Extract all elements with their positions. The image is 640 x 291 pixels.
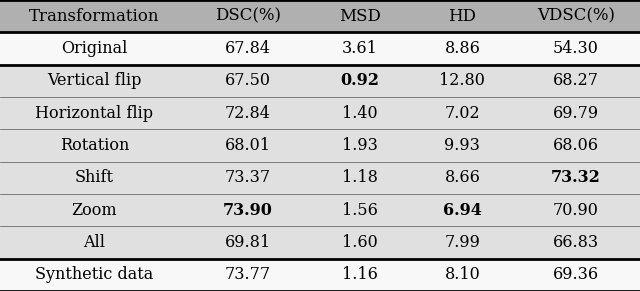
Text: 73.77: 73.77	[225, 266, 271, 283]
Text: Zoom: Zoom	[72, 202, 117, 219]
Text: Original: Original	[61, 40, 127, 57]
Bar	[0, 32, 640, 65]
Text: 1.40: 1.40	[342, 105, 378, 122]
Text: 72.84: 72.84	[225, 105, 271, 122]
Text: 54.30: 54.30	[553, 40, 599, 57]
Text: 67.84: 67.84	[225, 40, 271, 57]
Text: 73.32: 73.32	[551, 169, 601, 186]
Text: 6.94: 6.94	[443, 202, 482, 219]
Text: 0.92: 0.92	[340, 72, 380, 89]
Text: 1.56: 1.56	[342, 202, 378, 219]
Bar	[0, 129, 640, 162]
Text: 69.81: 69.81	[225, 234, 271, 251]
Text: Transformation: Transformation	[29, 8, 159, 25]
Bar	[0, 259, 640, 291]
Text: HD: HD	[449, 8, 476, 25]
Text: Shift: Shift	[75, 169, 114, 186]
Text: 1.60: 1.60	[342, 234, 378, 251]
Text: 68.27: 68.27	[553, 72, 599, 89]
Text: 8.86: 8.86	[444, 40, 481, 57]
Text: Synthetic data: Synthetic data	[35, 266, 154, 283]
Text: 8.10: 8.10	[445, 266, 480, 283]
Text: VDSC(%): VDSC(%)	[537, 8, 615, 25]
Text: 73.37: 73.37	[225, 169, 271, 186]
Text: All: All	[83, 234, 106, 251]
Text: 3.61: 3.61	[342, 40, 378, 57]
Text: 1.16: 1.16	[342, 266, 378, 283]
Text: 68.06: 68.06	[553, 137, 599, 154]
Text: 73.90: 73.90	[223, 202, 273, 219]
Text: 69.79: 69.79	[553, 105, 599, 122]
Bar	[0, 162, 640, 194]
Bar	[0, 0, 640, 32]
Text: MSD: MSD	[339, 8, 381, 25]
Bar	[0, 194, 640, 226]
Text: 9.93: 9.93	[444, 137, 481, 154]
Text: 1.93: 1.93	[342, 137, 378, 154]
Text: 70.90: 70.90	[553, 202, 599, 219]
Text: 7.02: 7.02	[445, 105, 480, 122]
Text: Rotation: Rotation	[60, 137, 129, 154]
Bar	[0, 226, 640, 259]
Text: 7.99: 7.99	[444, 234, 481, 251]
Text: 1.18: 1.18	[342, 169, 378, 186]
Text: 67.50: 67.50	[225, 72, 271, 89]
Text: Vertical flip: Vertical flip	[47, 72, 141, 89]
Bar	[0, 97, 640, 129]
Text: 8.66: 8.66	[444, 169, 481, 186]
Text: 12.80: 12.80	[440, 72, 485, 89]
Text: DSC(%): DSC(%)	[215, 8, 281, 25]
Text: 69.36: 69.36	[553, 266, 599, 283]
Bar	[0, 65, 640, 97]
Text: 68.01: 68.01	[225, 137, 271, 154]
Text: 66.83: 66.83	[553, 234, 599, 251]
Text: Horizontal flip: Horizontal flip	[35, 105, 154, 122]
